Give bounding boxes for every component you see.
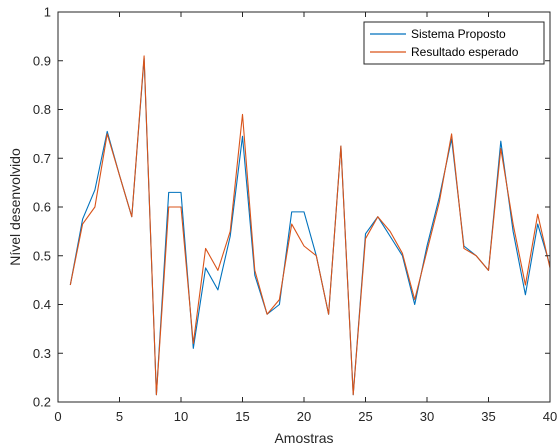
x-tick-label: 20 (297, 409, 311, 424)
y-tick-label: 0.7 (33, 151, 51, 166)
x-tick-label: 0 (54, 409, 61, 424)
legend-label-2: Resultado esperado (411, 45, 519, 59)
y-tick-label: 0.5 (33, 248, 51, 263)
legend: Sistema Proposto Resultado esperado (363, 21, 545, 65)
x-tick-label: 30 (420, 409, 434, 424)
series-line-2 (69, 55, 551, 396)
x-tick-label: 25 (358, 409, 372, 424)
legend-box (363, 21, 545, 65)
y-tick-label: 0.8 (33, 102, 51, 117)
x-tick-label: 15 (235, 409, 249, 424)
y-tick-label: 0.3 (33, 346, 51, 361)
y-axis-label: Nível desenvolvido (7, 148, 23, 266)
series-layer (69, 55, 551, 396)
x-tick-label: 40 (543, 409, 557, 424)
y-tick-label: 0.9 (33, 53, 51, 68)
y-tick-label: 0.6 (33, 200, 51, 215)
y-tick-label: 0.4 (33, 297, 51, 312)
x-axis-label: Amostras (274, 430, 333, 446)
x-tick-label: 5 (116, 409, 123, 424)
plot-area (58, 12, 550, 402)
y-tick-label: 1 (44, 5, 51, 20)
y-tick-label: 0.2 (33, 395, 51, 410)
legend-label-1: Sistema Proposto (411, 27, 506, 41)
axes-layer: 0 5 10 15 20 25 30 35 40 0.2 0.3 0.4 0.5 0.6 0.7 0.8 0.9… (33, 5, 557, 425)
x-tick-label: 10 (174, 409, 188, 424)
x-tick-label: 35 (481, 409, 495, 424)
